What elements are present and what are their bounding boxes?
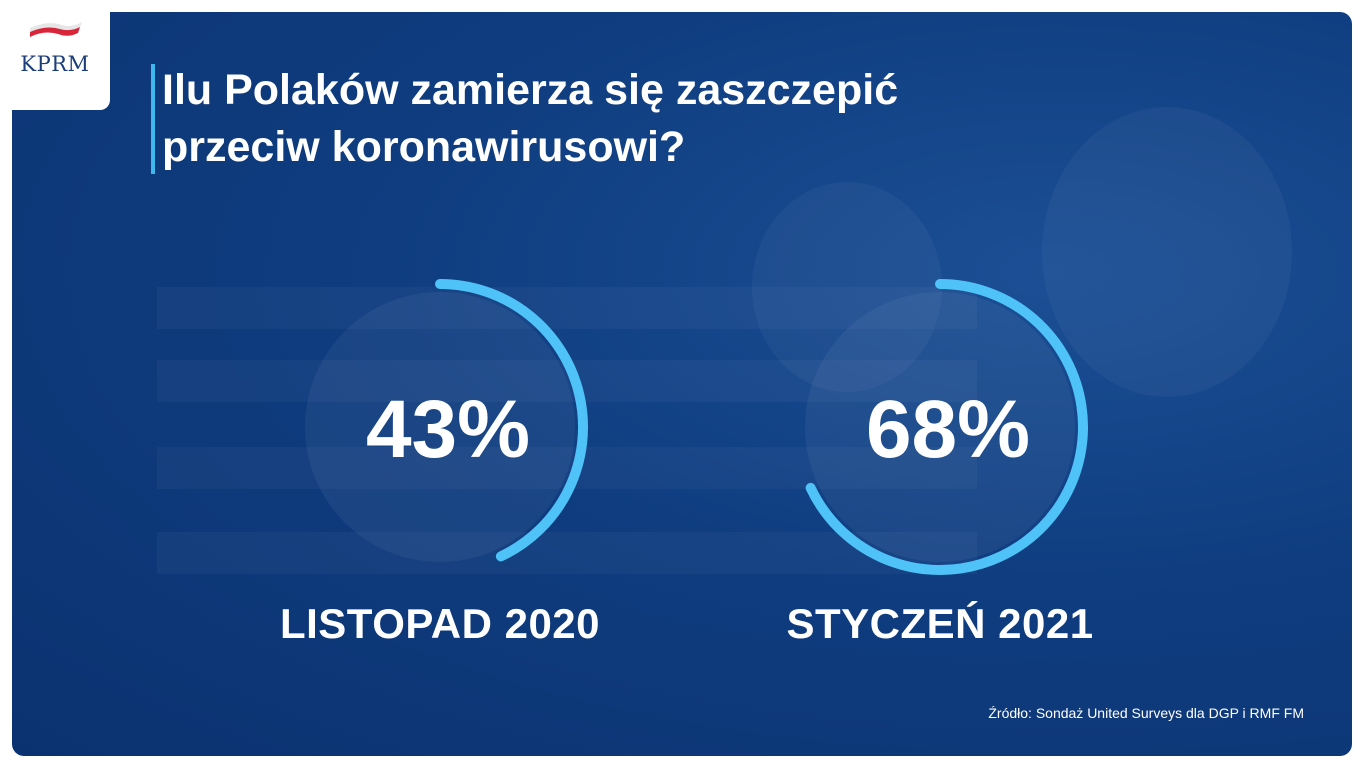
category-label-2: STYCZEŃ 2021	[786, 600, 1094, 647]
background-photo-shape	[1042, 107, 1292, 397]
donut-arc-1	[435, 279, 588, 562]
value-label-2: 68%	[866, 384, 1030, 475]
background-photo-shape	[752, 182, 942, 392]
title-line-2: przeciw koronawirusowi?	[162, 123, 686, 171]
value-label-1: 43%	[366, 384, 530, 475]
source-note: Źródło: Sondaż United Surveys dla DGP i …	[988, 705, 1304, 721]
donut-background	[805, 292, 1075, 562]
title-accent-bar	[151, 64, 155, 174]
donut-arc-2	[805, 279, 1088, 575]
logo-text: KPRM	[20, 52, 90, 76]
infographic-card: 43% 68% Ilu Polaków zamierza się zaszczep…	[12, 12, 1352, 756]
title-line-1: Ilu Polaków zamierza się zaszczepić	[162, 66, 899, 114]
category-label-1: LISTOPAD 2020	[279, 600, 601, 647]
polish-flag-icon	[30, 22, 82, 37]
donut-background	[305, 292, 575, 562]
chart-title: Ilu Polaków zamierza się zaszczepić prze…	[162, 62, 1162, 176]
kprm-logo: KPRM	[0, 0, 110, 110]
donut-charts: 43% 68%	[305, 279, 1088, 575]
